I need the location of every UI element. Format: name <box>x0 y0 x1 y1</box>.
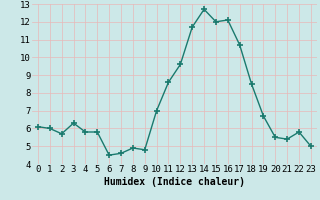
X-axis label: Humidex (Indice chaleur): Humidex (Indice chaleur) <box>104 177 245 187</box>
